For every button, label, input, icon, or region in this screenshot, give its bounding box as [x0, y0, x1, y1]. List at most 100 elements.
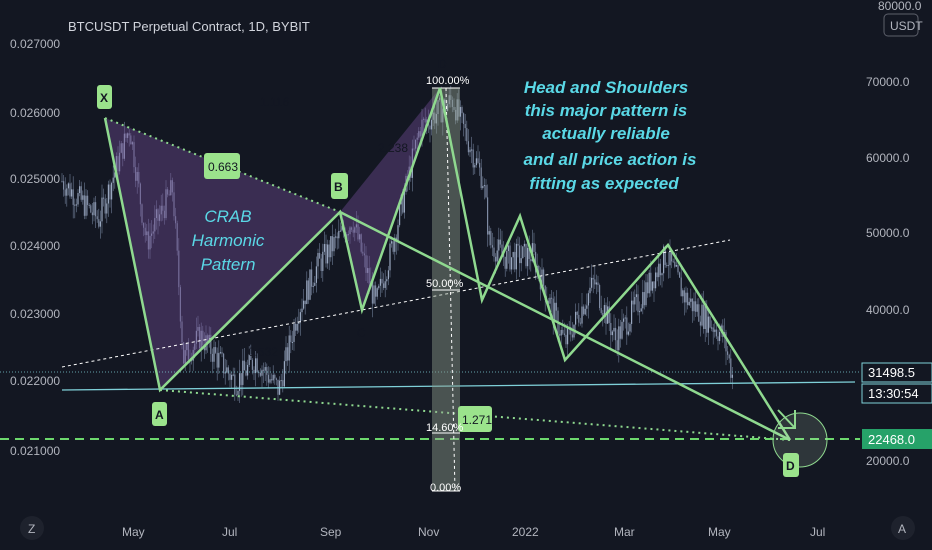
candle-body-150 [301, 308, 303, 313]
candle-body-95 [213, 347, 215, 362]
auto-scale-button-bg[interactable] [891, 516, 915, 540]
candle-body-326 [583, 306, 585, 315]
candle-body-24 [99, 221, 101, 227]
candle-body-88 [202, 330, 204, 346]
candle-body-339 [603, 305, 605, 316]
candle-body-335 [597, 282, 599, 286]
candle-body-355 [629, 323, 631, 332]
candle-body-243 [450, 95, 452, 100]
candle-body-162 [320, 258, 322, 271]
hs-line-1: this major pattern is [525, 101, 687, 120]
candle-body-134 [275, 378, 277, 380]
candle-body-247 [456, 99, 458, 121]
candle-body-166 [327, 244, 329, 264]
auto-scale-button[interactable]: A [898, 522, 906, 536]
candle-body-161 [319, 252, 321, 259]
candle-body-73 [178, 250, 180, 288]
candle-body-41 [127, 133, 129, 138]
candle-body-250 [461, 107, 463, 114]
fib-label-50: 50.00% [426, 278, 464, 290]
left-tick-4: 0.023000 [10, 307, 60, 321]
candle-body-36 [119, 152, 121, 172]
candle-body-124 [259, 372, 261, 376]
candle-body-67 [168, 194, 170, 196]
support-line [61, 381, 856, 391]
candle-body-220 [413, 148, 415, 150]
candle-body-42 [128, 133, 130, 136]
candle-body-11 [79, 186, 81, 194]
candle-body-352 [624, 317, 626, 319]
candle-body-138 [282, 380, 284, 387]
candle-body-168 [330, 236, 332, 258]
point-b-label: B [334, 180, 343, 194]
candle-body-119 [251, 359, 253, 370]
candle-body-409 [715, 329, 717, 337]
left-tick-0: 0.027000 [10, 37, 60, 51]
candle-body-192 [368, 268, 370, 284]
candle-body-356 [631, 300, 633, 324]
candle-body-347 [616, 340, 618, 351]
candle-body-388 [682, 290, 684, 297]
candle-body-74 [179, 287, 181, 322]
zoom-button[interactable]: Z [28, 522, 35, 536]
candle-body-408 [714, 329, 716, 332]
candle-body-332 [592, 277, 594, 280]
candle-body-359 [635, 294, 637, 298]
candle-body-201 [383, 283, 385, 288]
candle-body-93 [210, 334, 212, 354]
candle-body-113 [242, 360, 244, 385]
candle-body-44 [131, 142, 133, 145]
candle-body-142 [288, 335, 290, 361]
candle-body-232 [432, 112, 434, 120]
candle-body-65 [165, 189, 167, 219]
candle-body-323 [578, 314, 580, 323]
candle-body-28 [106, 203, 108, 214]
candle-body-241 [447, 104, 449, 111]
candle-body-259 [475, 158, 477, 166]
candle-body-261 [479, 162, 481, 168]
candle-body-81 [191, 360, 193, 362]
candle-body-275 [501, 244, 503, 255]
candle-body-268 [490, 231, 492, 246]
candle-body-234 [435, 114, 437, 124]
candle-body-357 [632, 300, 634, 305]
candle-body-17 [88, 204, 90, 206]
crab-triangle-bcd [340, 88, 440, 310]
right-tick-4: 40000.0 [866, 303, 910, 317]
candle-body-184 [355, 224, 357, 228]
candle-body-308 [554, 302, 556, 323]
candle-body-364 [643, 292, 645, 306]
candle-body-306 [551, 297, 553, 299]
currency-button[interactable]: USDT [890, 19, 923, 33]
candle-body-392 [688, 301, 690, 306]
candle-body-251 [463, 113, 465, 125]
zoom-button-bg[interactable] [20, 516, 44, 540]
candle-body-214 [403, 191, 405, 213]
candle-body-245 [453, 106, 455, 110]
candle-body-151 [303, 300, 305, 309]
candle-body-288 [522, 246, 524, 259]
currency-button-frame[interactable] [883, 13, 919, 37]
candlestick-series [61, 85, 733, 404]
candle-body-384 [675, 264, 677, 267]
candle-body-50 [141, 204, 143, 223]
candle-body-397 [696, 304, 698, 312]
candle-body-34 [115, 156, 117, 173]
candle-body-190 [365, 255, 367, 273]
candle-body-298 [538, 265, 540, 276]
candle-body-257 [472, 149, 474, 168]
candle-body-125 [261, 369, 263, 376]
candle-body-1 [63, 181, 65, 190]
candle-body-336 [599, 285, 601, 309]
candle-body-129 [267, 374, 269, 383]
candle-body-265 [485, 185, 487, 198]
candle-body-213 [402, 194, 404, 213]
candle-body-348 [618, 326, 620, 351]
candle-body-69 [171, 180, 173, 193]
left-tick-3: 0.024000 [10, 239, 60, 253]
candle-body-128 [266, 367, 268, 375]
candle-body-23 [98, 219, 100, 227]
candle-body-276 [503, 254, 505, 257]
candle-body-97 [216, 352, 218, 368]
